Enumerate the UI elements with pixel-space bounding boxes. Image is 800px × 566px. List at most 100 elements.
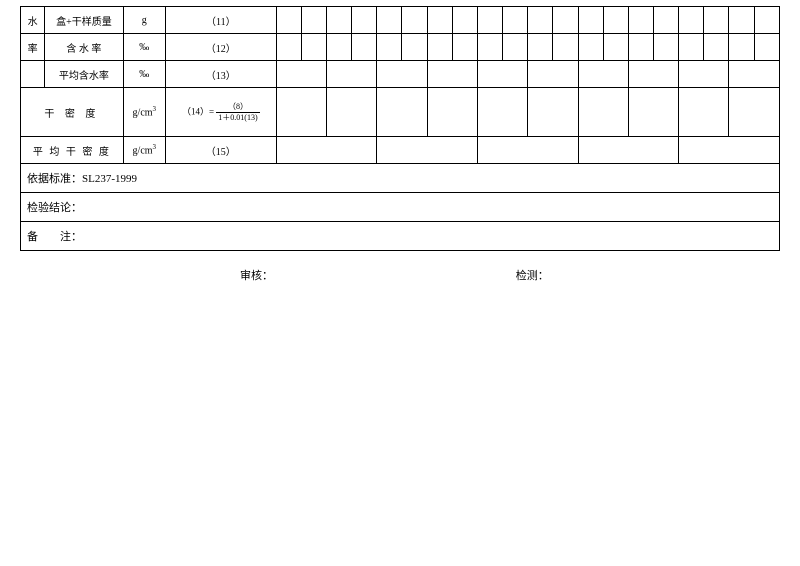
formula-frac: （8） 1＋0.01(13) — [216, 103, 259, 122]
row-conclusion: 检验结论： — [21, 193, 780, 222]
data-cell — [377, 34, 402, 61]
data-cell — [704, 7, 729, 34]
data-cell — [628, 88, 678, 137]
data-cell — [553, 34, 578, 61]
row-avg-dry-density: 平 均 干 密 度 g/cm3 （15） — [21, 137, 780, 164]
data-cell — [654, 34, 679, 61]
data-cell — [377, 61, 427, 88]
data-cell — [402, 34, 427, 61]
data-cell — [477, 7, 502, 34]
label-text: 平 均 干 密 度 — [33, 147, 111, 158]
unit: g/cm3 — [123, 137, 165, 164]
data-cell — [679, 88, 729, 137]
data-cell — [503, 34, 528, 61]
row-water-rate: 率 含 水 率 ‰ （12） — [21, 34, 780, 61]
unit: g/cm3 — [123, 88, 165, 137]
data-cell — [276, 61, 326, 88]
data-cell — [452, 34, 477, 61]
data-cell — [276, 7, 301, 34]
formula-cell: （14）= （8） 1＋0.01(13) — [165, 88, 276, 137]
data-cell — [326, 34, 351, 61]
data-cell — [628, 34, 653, 61]
data-cell — [503, 7, 528, 34]
data-cell — [603, 7, 628, 34]
data-cell — [352, 34, 377, 61]
data-cell — [603, 34, 628, 61]
data-cell — [427, 7, 452, 34]
data-cell — [276, 137, 377, 164]
data-cell — [628, 7, 653, 34]
row-dry-density: 干 密 度 g/cm3 （14）= （8） 1＋0.01(13) — [21, 88, 780, 137]
data-cell — [326, 88, 376, 137]
conclusion-cell: 检验结论： — [21, 193, 780, 222]
data-cell — [301, 34, 326, 61]
row-notes: 备 注： — [21, 222, 780, 251]
unit: g — [123, 7, 165, 34]
data-table: 水 盒+干样质量 g （11） 率 含 水 率 ‰ （12） 平均含水率 ‰ （… — [20, 6, 780, 251]
data-cell — [427, 88, 477, 137]
footer: 审核： 检测： — [20, 267, 780, 283]
data-cell — [326, 7, 351, 34]
data-cell — [528, 61, 578, 88]
data-cell — [679, 137, 780, 164]
unit-prefix: g/cm — [133, 108, 153, 119]
data-cell — [452, 7, 477, 34]
data-cell — [729, 61, 780, 88]
data-cell — [528, 7, 553, 34]
unit-sup: 3 — [153, 143, 157, 151]
data-cell — [679, 34, 704, 61]
data-cell — [654, 7, 679, 34]
label: 干 密 度 — [21, 88, 124, 137]
num: （11） — [165, 7, 276, 34]
label: 含 水 率 — [45, 34, 124, 61]
unit-sup: 3 — [153, 105, 157, 113]
data-cell — [276, 34, 301, 61]
vlabel-empty — [21, 61, 45, 88]
row-avg-water-rate: 平均含水率 ‰ （13） — [21, 61, 780, 88]
data-cell — [578, 88, 628, 137]
data-cell — [477, 88, 527, 137]
num: （12） — [165, 34, 276, 61]
data-cell — [679, 61, 729, 88]
data-cell — [754, 34, 779, 61]
data-cell — [704, 34, 729, 61]
data-cell — [276, 88, 326, 137]
label: 平均含水率 — [45, 61, 124, 88]
data-cell — [578, 61, 628, 88]
num: （13） — [165, 61, 276, 88]
data-cell — [377, 137, 478, 164]
data-cell — [402, 7, 427, 34]
data-cell — [729, 7, 754, 34]
data-cell — [377, 88, 427, 137]
data-cell — [477, 137, 578, 164]
data-cell — [427, 34, 452, 61]
data-cell — [427, 61, 477, 88]
data-cell — [528, 88, 578, 137]
data-cell — [578, 7, 603, 34]
data-cell — [352, 7, 377, 34]
vlabel-water: 水 — [21, 7, 45, 34]
unit-prefix: g/cm — [133, 146, 153, 157]
standard-cell: 依据标准：SL237-1999 — [21, 164, 780, 193]
data-cell — [754, 7, 779, 34]
data-cell — [301, 7, 326, 34]
unit: ‰ — [123, 61, 165, 88]
data-cell — [578, 34, 603, 61]
data-cell — [578, 137, 679, 164]
row-standard: 依据标准：SL237-1999 — [21, 164, 780, 193]
label: 平 均 干 密 度 — [21, 137, 124, 164]
unit: ‰ — [123, 34, 165, 61]
data-cell — [477, 61, 527, 88]
label-text: 干 密 度 — [44, 109, 99, 120]
frac-den: 1＋0.01(13) — [216, 113, 259, 122]
data-cell — [679, 7, 704, 34]
data-cell — [326, 61, 376, 88]
data-cell — [729, 88, 780, 137]
footer-inspect: 检测： — [516, 267, 549, 283]
frac-num: （8） — [216, 103, 259, 113]
data-cell — [553, 7, 578, 34]
footer-review: 审核： — [240, 267, 273, 283]
data-cell — [477, 34, 502, 61]
data-cell — [628, 61, 678, 88]
data-cell — [377, 7, 402, 34]
